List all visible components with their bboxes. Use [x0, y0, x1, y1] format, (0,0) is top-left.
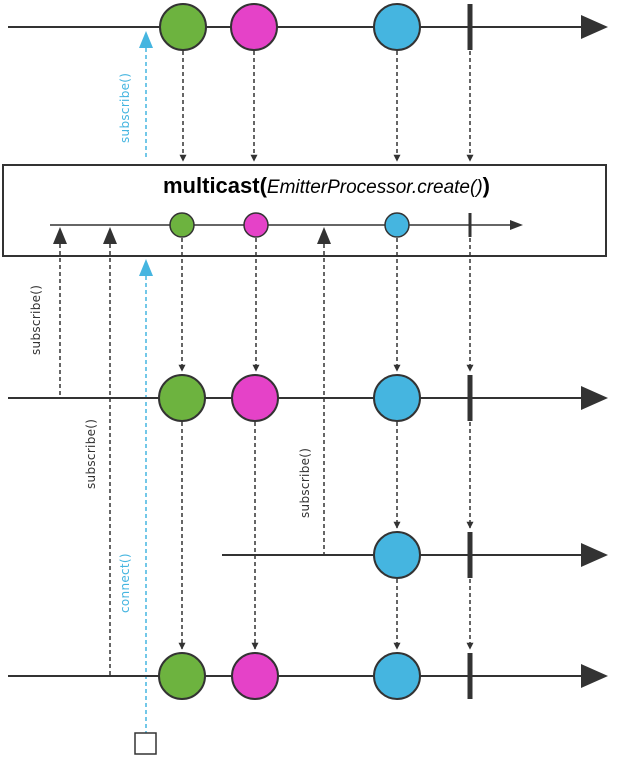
- subscriber-1-timeline: [8, 374, 608, 422]
- processor-blue-marble: [384, 212, 410, 238]
- subscriber-2-blue-marble: [373, 531, 421, 579]
- operator-to-subscriber-1-arrows: [178, 238, 474, 372]
- processor-timeline-arrowhead: [510, 220, 523, 230]
- upstream-subscribe-label: subscribe(): [118, 73, 132, 143]
- source-green-marble: [159, 3, 207, 51]
- connect-label: connect(): [118, 553, 132, 613]
- subscriber-3-incoming-arrows: [178, 422, 474, 650]
- subscriber-3-blue-marble: [373, 652, 421, 700]
- processor-green-marble: [169, 212, 195, 238]
- subscriber-1-to-subscriber-2-arrows: [393, 422, 474, 529]
- source-magenta-marble: [230, 3, 278, 51]
- subscriber-3-magenta-marble: [231, 652, 279, 700]
- subscriber-3-subscribe-label: subscribe(): [84, 419, 98, 489]
- subscriber-3-timeline-arrowhead: [581, 664, 608, 688]
- processor-magenta-marble: [243, 212, 269, 238]
- subscriber-1-green-marble: [158, 374, 206, 422]
- connect-subscribe-upstream-arrowhead: [139, 31, 153, 48]
- operator-box-frame: [2, 164, 607, 257]
- subscriber-2-subscribe-arrowhead: [317, 227, 331, 244]
- connect-trigger-square: [134, 732, 157, 755]
- source-blue-marble: [373, 3, 421, 51]
- subscriber-2-timeline: [222, 531, 608, 579]
- source-to-operator-arrows: [179, 51, 474, 162]
- subscriber-1-magenta-marble: [231, 374, 279, 422]
- subscriber-1-subscribe-arrowhead: [53, 227, 67, 244]
- subscriber-1-timeline-arrowhead: [581, 386, 608, 410]
- operator-box: multicast(EmitterProcessor.create()): [2, 164, 607, 257]
- source-timeline: [8, 3, 608, 51]
- subscriber-3-subscribe-arrowhead: [103, 227, 117, 244]
- connect-arrowhead: [139, 259, 153, 276]
- operator-label: multicast(EmitterProcessor.create()): [163, 173, 490, 198]
- subscriber-3-timeline: [8, 652, 608, 700]
- subscriber-1-subscribe-label: subscribe(): [29, 285, 43, 355]
- subscribe-lines: [59, 244, 325, 676]
- source-timeline-arrowhead: [581, 15, 608, 39]
- subscriber-2-timeline-arrowhead: [581, 543, 608, 567]
- subscriber-1-blue-marble: [373, 374, 421, 422]
- subscriber-2-subscribe-label: subscribe(): [298, 448, 312, 518]
- connect-signal: subscribe() connect(): [118, 31, 157, 755]
- subscriber-3-green-marble: [158, 652, 206, 700]
